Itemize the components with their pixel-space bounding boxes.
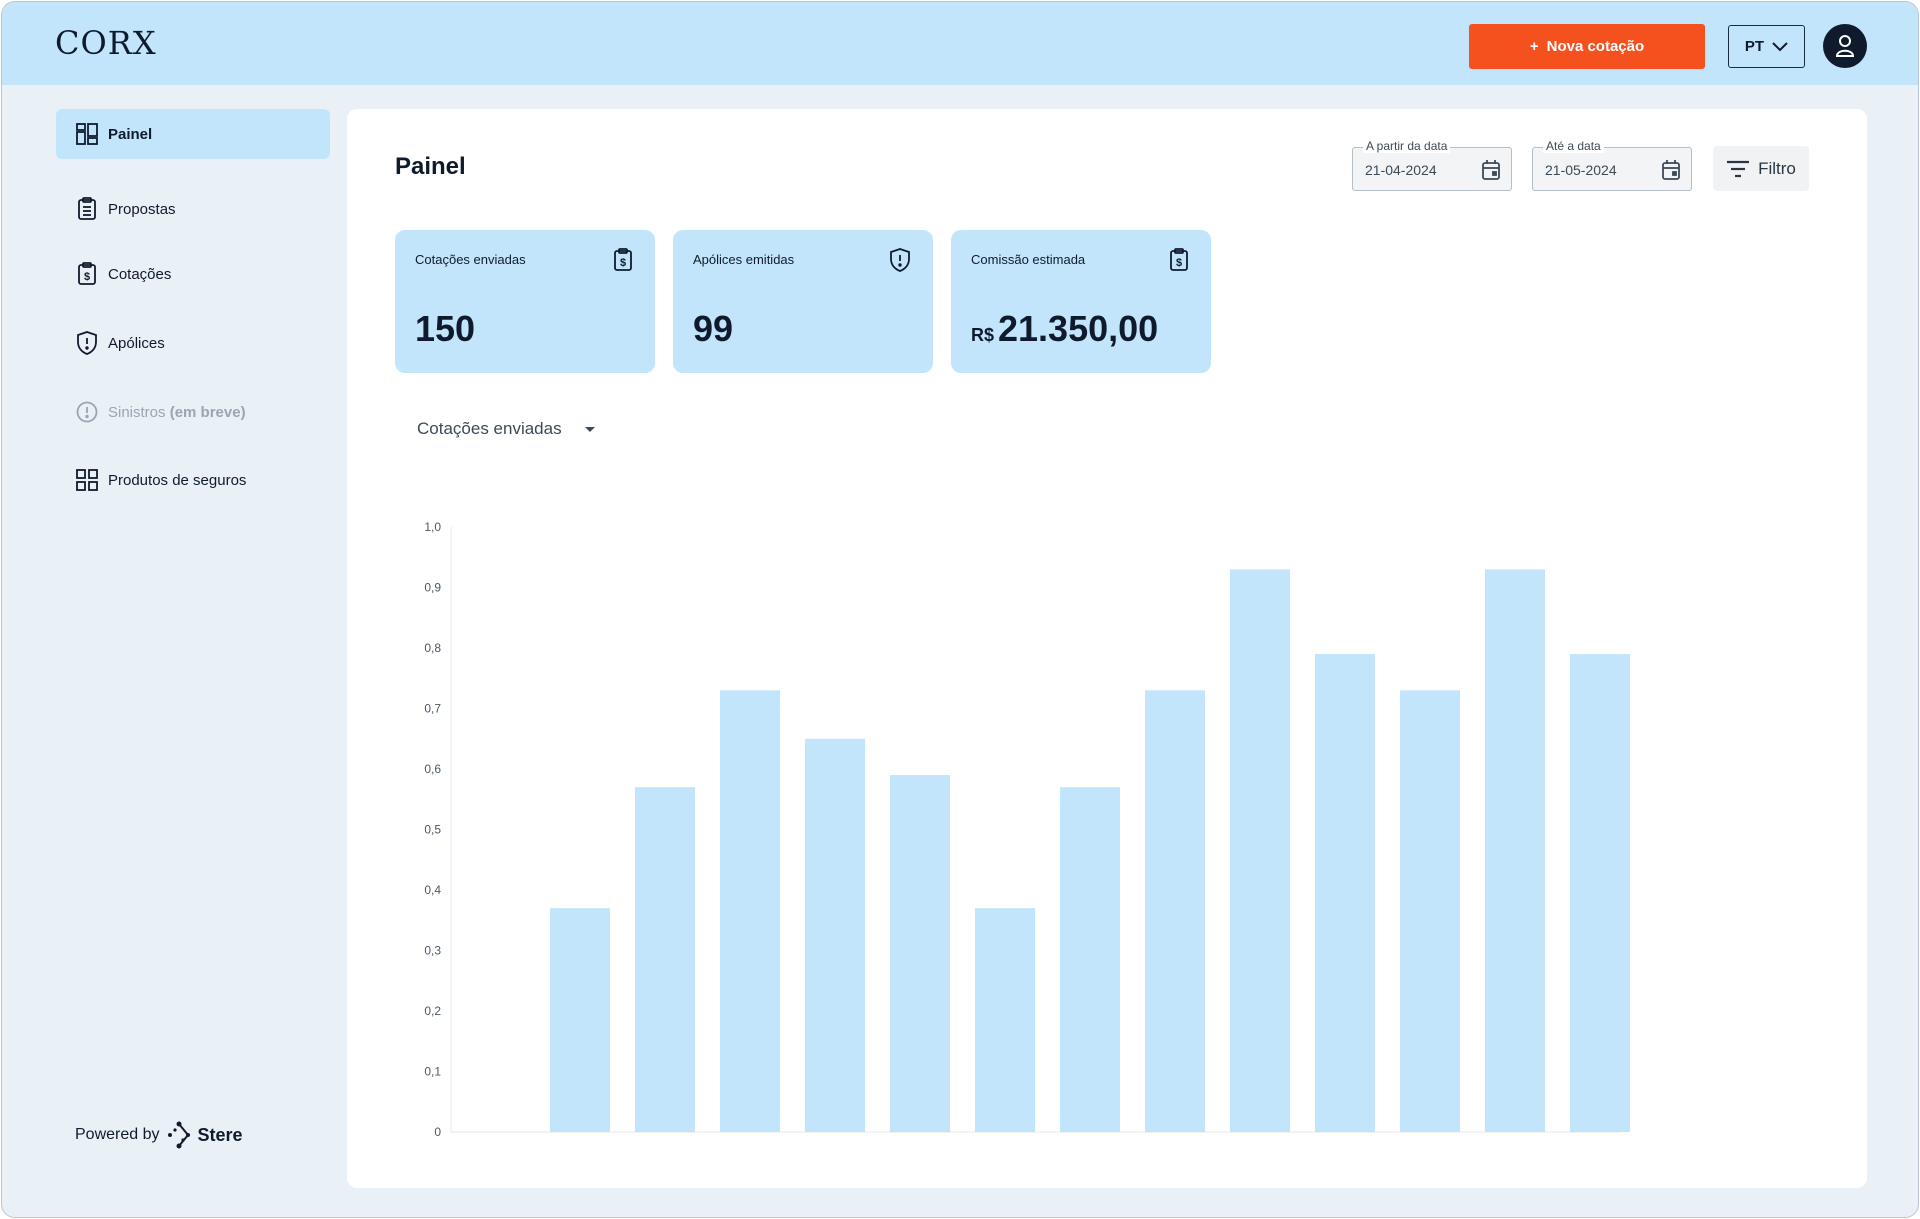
- card-title: Cotações enviadas: [415, 252, 526, 267]
- y-tick-label: 1,0: [424, 520, 441, 534]
- plus-icon: +: [1529, 38, 1539, 55]
- chart-bar[interactable]: [1060, 787, 1120, 1132]
- sidebar-item-label: Painel: [108, 125, 153, 143]
- metric-card-estimated-commission: Comissão estimada $ R$ 21.350,00: [951, 230, 1211, 373]
- y-tick-label: 0,1: [424, 1065, 441, 1079]
- card-value: 150: [415, 308, 476, 349]
- new-quote-label: Nova cotação: [1546, 38, 1645, 55]
- sidebar-item-label: Produtos de seguros: [108, 471, 247, 489]
- metric-select-value: Cotações enviadas: [417, 419, 562, 438]
- user-avatar[interactable]: [1823, 24, 1867, 68]
- sidebar-item-cotacoes[interactable]: $ Cotações: [56, 249, 330, 299]
- dollar-clipboard-icon: $: [1170, 248, 1188, 271]
- sidebar-item-label: Propostas: [108, 200, 176, 218]
- sidebar-item-label: Apólices: [108, 334, 165, 352]
- alert-circle-icon: [76, 400, 98, 424]
- date-to-field[interactable]: Até a data 21-05-2024: [1532, 139, 1692, 191]
- card-value: 99: [693, 308, 734, 349]
- dollar-clipboard-icon: $: [614, 248, 632, 271]
- y-tick-label: 0,5: [424, 823, 441, 837]
- y-tick-label: 0: [434, 1125, 441, 1139]
- card-value: 21.350,00: [998, 308, 1159, 349]
- svg-text:$: $: [84, 271, 90, 283]
- coming-soon-tag: (em breve): [169, 403, 246, 421]
- sidebar-item-painel[interactable]: Painel: [56, 109, 330, 159]
- y-tick-label: 0,8: [424, 641, 441, 655]
- dashboard-panel: Painel A partir da data 21-04-2024 Até a…: [347, 109, 1867, 1188]
- powered-by-label: Powered by: [75, 1126, 160, 1143]
- date-to-value: 21-05-2024: [1545, 162, 1617, 178]
- quotes-bar-chart: 0 0,1 0,2 0,3 0,4 0,5 0,6 0,7 0,8 0,9 1,0: [424, 520, 1630, 1139]
- y-tick-label: 0,3: [424, 944, 441, 958]
- card-title: Apólices emitidas: [693, 252, 795, 267]
- filter-label: Filtro: [1758, 158, 1796, 178]
- shield-icon: [76, 331, 98, 355]
- sidebar-item-sinistros: Sinistros (em breve): [56, 387, 330, 437]
- sidebar-item-produtos[interactable]: Produtos de seguros: [56, 455, 330, 505]
- dollar-clipboard-icon: $: [76, 262, 98, 286]
- chevron-down-icon: [1772, 41, 1788, 51]
- sidebar-item-label: Cotações: [108, 265, 172, 283]
- chart-bar[interactable]: [550, 908, 610, 1132]
- filter-icon: [1727, 160, 1750, 177]
- metric-card-policies-issued: Apólices emitidas 99: [673, 230, 933, 373]
- powered-by: Powered by Stere: [75, 1120, 243, 1150]
- svg-text:$: $: [1176, 257, 1182, 269]
- sidebar-item-propostas[interactable]: Propostas: [56, 184, 330, 234]
- date-to-label: Até a data: [1543, 139, 1604, 153]
- stere-brand: Stere: [197, 1124, 243, 1145]
- chart-bar[interactable]: [1230, 569, 1290, 1132]
- stere-logo-icon: [167, 1121, 190, 1149]
- y-tick-label: 0,6: [424, 762, 441, 776]
- y-tick-label: 0,9: [424, 581, 441, 595]
- sidebar-item-label: Sinistros: [108, 403, 166, 421]
- chart-bar[interactable]: [635, 787, 695, 1132]
- metric-select[interactable]: Cotações enviadas: [417, 419, 596, 439]
- y-tick-label: 0,2: [424, 1004, 441, 1018]
- card-title: Comissão estimada: [971, 252, 1086, 267]
- chart-bar[interactable]: [1570, 654, 1630, 1132]
- filter-button[interactable]: Filtro: [1713, 146, 1809, 191]
- chart-bar[interactable]: [1145, 690, 1205, 1132]
- top-header: CORX + Nova cotação PT: [2, 2, 1918, 85]
- new-quote-button[interactable]: + Nova cotação: [1469, 24, 1705, 69]
- y-tick-label: 0,4: [424, 883, 441, 897]
- y-tick-label: 0,7: [424, 702, 441, 716]
- date-from-field[interactable]: A partir da data 21-04-2024: [1352, 139, 1512, 191]
- calendar-icon[interactable]: [1661, 159, 1681, 181]
- chart-bar[interactable]: [975, 908, 1035, 1132]
- shield-alert-icon: [890, 248, 910, 272]
- chart-bar[interactable]: [1400, 690, 1460, 1132]
- page-title: Painel: [395, 153, 466, 180]
- language-value: PT: [1744, 38, 1765, 55]
- clipboard-icon: [76, 197, 98, 221]
- user-icon: [1835, 35, 1855, 57]
- calendar-icon[interactable]: [1481, 159, 1501, 181]
- corx-logo[interactable]: CORX: [55, 24, 157, 62]
- metric-card-quotes-sent: Cotações enviadas $ 150: [395, 230, 655, 373]
- date-from-label: A partir da data: [1363, 139, 1451, 153]
- chart-bar[interactable]: [890, 775, 950, 1132]
- caret-down-icon: [584, 426, 595, 432]
- date-from-value: 21-04-2024: [1365, 162, 1437, 178]
- language-select[interactable]: PT: [1728, 25, 1805, 68]
- card-value-wrapper: R$ 21.350,00: [971, 308, 1158, 350]
- chart-bar[interactable]: [1315, 654, 1375, 1132]
- dashboard-icon: [76, 122, 98, 146]
- grid-icon: [76, 468, 98, 492]
- svg-text:$: $: [620, 257, 626, 269]
- chart-bar[interactable]: [1485, 569, 1545, 1132]
- currency-symbol: R$: [971, 325, 995, 345]
- chart-bar[interactable]: [805, 738, 865, 1132]
- chart-bar[interactable]: [720, 690, 780, 1132]
- sidebar-item-apolices[interactable]: Apólices: [56, 318, 330, 368]
